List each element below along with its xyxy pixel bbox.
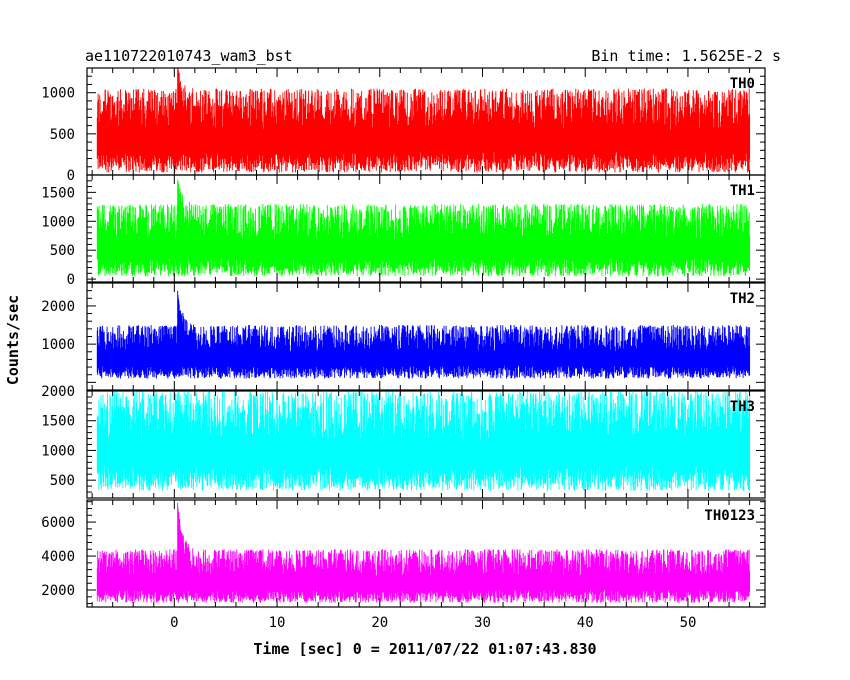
x-axis-title: Time [sec] 0 = 2011/07/22 01:07:43.830 [253, 640, 596, 658]
y-tick-label: 500 [50, 243, 75, 259]
series-th0123 [96, 502, 751, 603]
y-tick-label: 0 [67, 272, 75, 288]
panel-th0123: 2000 4000 6000 TH0123 [41, 499, 766, 608]
panel-label-th3: TH3 [730, 399, 755, 415]
y-tick-label: 0 [67, 168, 75, 184]
panel-th2: 1000 2000 TH2 [41, 282, 766, 391]
y-tick-label: 1000 [41, 86, 75, 102]
x-tick-label: 40 [577, 615, 594, 631]
y-tick-label: 6000 [41, 515, 75, 531]
y-axis-title: Counts/sec [4, 295, 22, 385]
y-tick-label: 1000 [41, 443, 75, 459]
y-tick-label: 1000 [41, 214, 75, 230]
y-tick-label: 4000 [41, 549, 75, 565]
panel-label-th0: TH0 [730, 76, 755, 92]
panel-frame [86, 499, 766, 608]
y-tick-label: 1500 [41, 185, 75, 201]
series-th3 [96, 391, 751, 491]
x-axis: 0 10 20 30 40 50 [170, 615, 696, 631]
y-tick-label: 500 [50, 127, 75, 143]
panel-th0: 0 500 1000 TH0 [41, 67, 766, 184]
chart-title: ae110722010743_wam3_bst [85, 47, 293, 65]
x-tick-label: 20 [371, 615, 388, 631]
series-th2 [96, 290, 751, 379]
y-tick-label: 500 [50, 473, 75, 489]
x-tick-label: 10 [269, 615, 286, 631]
panel-frame [86, 174, 766, 283]
panel-th3: 500 1000 1500 2000 TH3 [41, 384, 766, 499]
y-tick-label: 2000 [41, 384, 75, 400]
series-th1 [96, 179, 751, 277]
panels-group: 0 500 1000 TH0 0 500 1000 1500 TH1 1000 2000 TH2 500… [41, 67, 766, 608]
x-tick-label: 30 [474, 615, 491, 631]
panel-label-th2: TH2 [730, 291, 755, 307]
bin-time-label: Bin time: 1.5625E-2 s [591, 47, 781, 65]
panel-label-th1: TH1 [730, 183, 755, 199]
y-tick-label: 1000 [41, 337, 75, 353]
panel-label-th0123: TH0123 [704, 508, 755, 524]
y-tick-label: 2000 [41, 583, 75, 599]
x-tick-label: 0 [170, 615, 178, 631]
series-th0 [96, 68, 751, 173]
y-tick-label: 1500 [41, 414, 75, 430]
panel-th1: 0 500 1000 1500 TH1 [41, 174, 766, 288]
x-tick-label: 50 [680, 615, 697, 631]
y-tick-label: 2000 [41, 299, 75, 315]
